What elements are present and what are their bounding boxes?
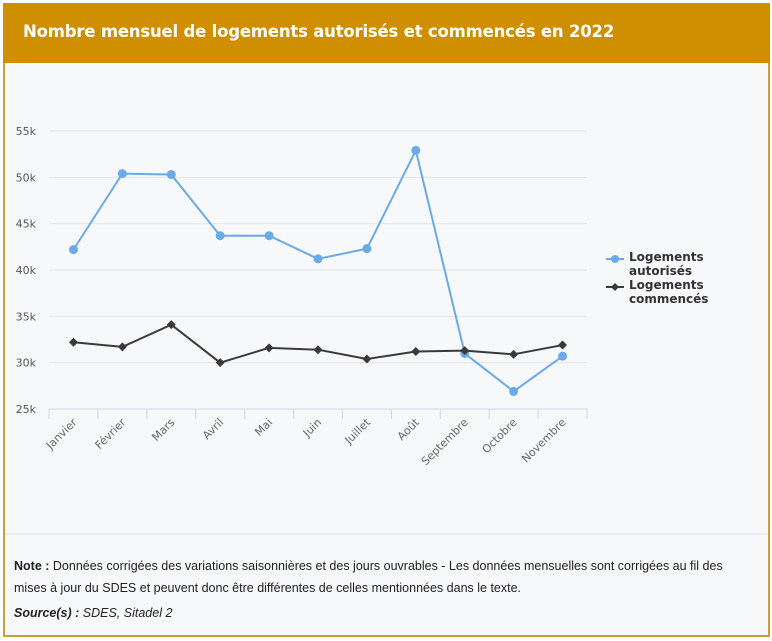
data-point-autorises (264, 231, 274, 241)
notes-section: Note : Données corrigées des variations … (5, 535, 768, 635)
chart-area: 25k 30k 35k 40k 45k 50k 55k Janvier Février Mars… (5, 63, 768, 533)
y-tick-label: 40k (16, 264, 37, 277)
data-point-commences (166, 320, 176, 330)
legend: Logements autorisés Logements commencés (605, 250, 745, 308)
x-tick-label: Février (93, 416, 129, 452)
x-tick-label: Septembre (419, 416, 471, 468)
legend-item-commences[interactable]: Logements commencés (605, 278, 745, 308)
data-point-autorises (215, 231, 225, 241)
note-text: Note : Données corrigées des variations … (14, 555, 754, 599)
source-text: Source(s) : SDES, Sitadel 2 (14, 606, 172, 620)
note-body: Données corrigées des variations saisonn… (14, 559, 723, 595)
x-tick-label: Mars (149, 416, 177, 444)
source-body: SDES, Sitadel 2 (79, 606, 173, 620)
legend-item-autorises[interactable]: Logements autorisés (605, 250, 745, 280)
note-label: Note : (14, 559, 50, 573)
x-tick-label: Août (395, 415, 423, 443)
data-point-commences (362, 354, 372, 364)
y-tick-label: 55k (16, 125, 37, 138)
data-point-autorises (362, 244, 372, 254)
series-line-autorises (72, 149, 564, 393)
data-point-commences (264, 343, 274, 353)
legend-label-autorises: Logements autorisés (629, 250, 704, 278)
x-tick-label: Mai (252, 416, 275, 439)
line-chart: 25k 30k 35k 40k 45k 50k 55k Janvier Février Mars… (16, 125, 588, 468)
x-tick-label: Octobre (480, 416, 520, 456)
chart-header: Nombre mensuel de logements autorisés et… (3, 3, 770, 63)
data-point-commences (558, 340, 568, 350)
data-point-commences (313, 345, 323, 355)
legend-swatch-autorises-icon (606, 255, 624, 263)
data-point-autorises (509, 386, 519, 396)
data-point-autorises (411, 145, 421, 155)
data-point-commences (509, 349, 519, 359)
x-tick-label: Avril (200, 416, 226, 442)
divider (5, 533, 768, 535)
data-point-autorises (117, 169, 127, 179)
data-point-commences (117, 342, 127, 352)
grid-lines (49, 130, 587, 364)
y-tick-label: 35k (16, 310, 37, 323)
source-label: Source(s) : (14, 606, 80, 620)
data-point-commences (215, 358, 225, 368)
y-tick-label: 50k (16, 171, 37, 184)
data-point-commences (411, 347, 421, 357)
y-tick-label: 25k (16, 403, 37, 416)
x-tick-label: Novembre (519, 416, 569, 466)
y-tick-label: 45k (16, 218, 37, 231)
data-point-autorises (558, 351, 568, 361)
x-axis: Janvier Février Mars Avril Mai Juin Juillet Aoû… (43, 408, 588, 468)
legend-label-commences: Logements commencés (629, 278, 709, 306)
y-tick-label: 30k (16, 357, 37, 370)
x-tick-label: Juillet (342, 415, 374, 447)
data-point-commences (460, 346, 470, 356)
data-point-autorises (313, 254, 323, 264)
chart-title: Nombre mensuel de logements autorisés et… (23, 22, 615, 41)
x-tick-label: Juin (300, 416, 324, 440)
data-point-commences (68, 337, 78, 347)
series-line-commences (73, 323, 563, 364)
x-tick-label: Janvier (43, 416, 80, 453)
y-axis: 25k 30k 35k 40k 45k 50k 55k (16, 125, 37, 416)
series-group (68, 145, 568, 396)
legend-swatch-commences-icon (606, 283, 624, 291)
data-point-autorises (68, 245, 78, 255)
data-point-autorises (166, 170, 176, 180)
